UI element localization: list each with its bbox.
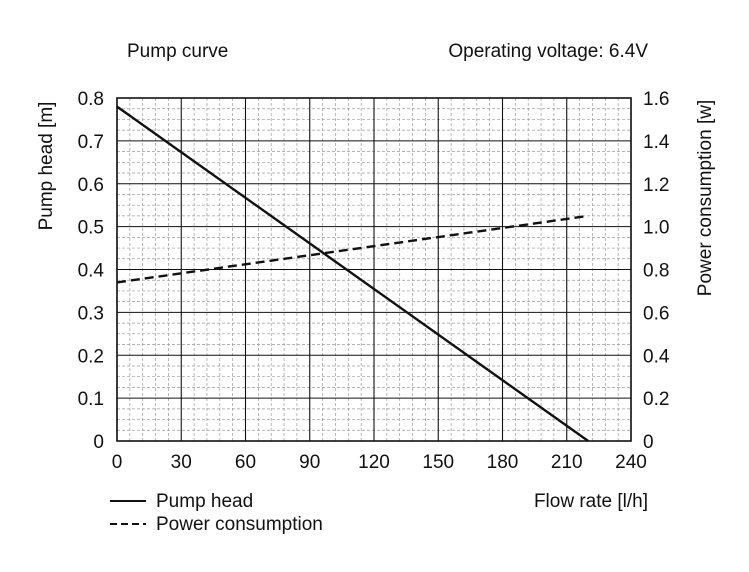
y-tick-label: 0.6: [78, 175, 104, 196]
y-tick-label: 0.1: [78, 389, 104, 410]
plot-frame: [116, 97, 632, 442]
chart-title: Pump curve: [127, 41, 228, 62]
y-tick-label: 0.2: [78, 346, 104, 367]
y-tick-label: 0.7: [78, 132, 104, 153]
x-tick-label: 210: [551, 452, 583, 473]
series-layer: [116, 105, 589, 442]
y-axis-label: Pump head [m]: [36, 102, 57, 231]
y2-axis-label: Power consumption [w]: [695, 100, 716, 296]
y2-tick-label: 0.6: [643, 303, 669, 324]
y-tick-label: 0.3: [78, 303, 104, 324]
y2-tick-label: 0.8: [643, 261, 669, 282]
y-tick-label: 0.4: [78, 261, 105, 282]
legend-label-power-consumption: Power consumption: [156, 514, 323, 535]
y-tick-label: 0: [93, 432, 104, 453]
x-tick-label: 240: [615, 452, 647, 473]
x-tick-label: 180: [487, 452, 519, 473]
y2-tick-label: 0: [643, 432, 654, 453]
y2-tick-label: 1.0: [643, 218, 669, 239]
x-axis-label: Flow rate [l/h]: [534, 491, 648, 512]
x-tick-label: 60: [235, 452, 256, 473]
y2-tick-label: 0.4: [643, 346, 670, 367]
y2-tick-label: 1.2: [643, 175, 669, 196]
x-tick-label: 0: [112, 452, 123, 473]
x-tick-label: 90: [299, 452, 320, 473]
y-tick-label: 0.8: [78, 89, 104, 110]
series-line-pump-head: [116, 105, 589, 442]
legend-label-pump-head: Pump head: [156, 491, 253, 512]
x-tick-label: 30: [171, 452, 192, 473]
chart-subtitle: Operating voltage: 6.4V: [448, 41, 648, 62]
tick-labels: 0 30 60 90 120 150 180 210 24000.10.20.30.40.50.…: [78, 89, 670, 473]
y2-tick-label: 1.6: [643, 89, 669, 110]
x-tick-label: 120: [358, 452, 390, 473]
y-tick-label: 0.5: [78, 218, 104, 239]
x-tick-label: 150: [422, 452, 454, 473]
series-line-power-consumption: [116, 214, 589, 284]
y2-tick-label: 0.2: [643, 389, 669, 410]
y2-tick-label: 1.4: [643, 132, 670, 153]
